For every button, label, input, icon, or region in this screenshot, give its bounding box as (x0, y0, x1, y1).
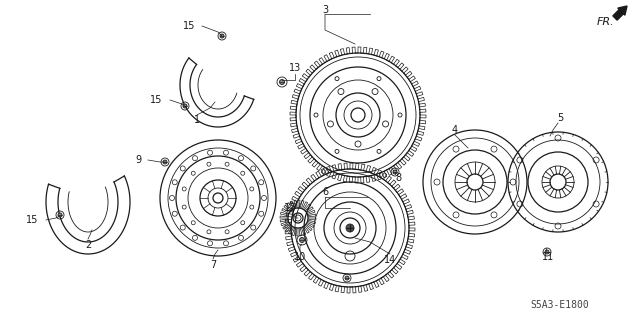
Text: 10: 10 (294, 252, 306, 262)
Text: 5: 5 (557, 113, 563, 123)
Text: 13: 13 (289, 63, 301, 73)
Circle shape (163, 160, 167, 164)
Circle shape (183, 104, 187, 108)
Circle shape (346, 224, 354, 232)
Text: 6: 6 (322, 187, 328, 197)
Text: 12: 12 (284, 203, 296, 213)
Text: 3: 3 (322, 5, 328, 15)
Text: 4: 4 (452, 125, 458, 135)
Text: 8: 8 (395, 173, 401, 183)
Text: 2: 2 (85, 240, 91, 250)
Circle shape (545, 250, 549, 254)
Text: 1: 1 (194, 115, 200, 125)
Circle shape (300, 237, 305, 243)
Circle shape (58, 213, 62, 217)
Circle shape (280, 79, 285, 84)
Text: 15: 15 (26, 215, 38, 225)
Text: 9: 9 (136, 155, 142, 165)
Text: 15: 15 (182, 21, 195, 31)
Text: FR.: FR. (597, 17, 614, 27)
Text: 14: 14 (384, 255, 396, 265)
Text: S5A3-E1800: S5A3-E1800 (530, 300, 589, 310)
FancyArrow shape (613, 6, 627, 20)
Circle shape (345, 276, 349, 280)
Text: 7: 7 (210, 260, 216, 270)
Circle shape (393, 170, 397, 174)
Text: 11: 11 (542, 252, 554, 262)
Text: 15: 15 (150, 95, 162, 105)
Circle shape (220, 34, 224, 38)
